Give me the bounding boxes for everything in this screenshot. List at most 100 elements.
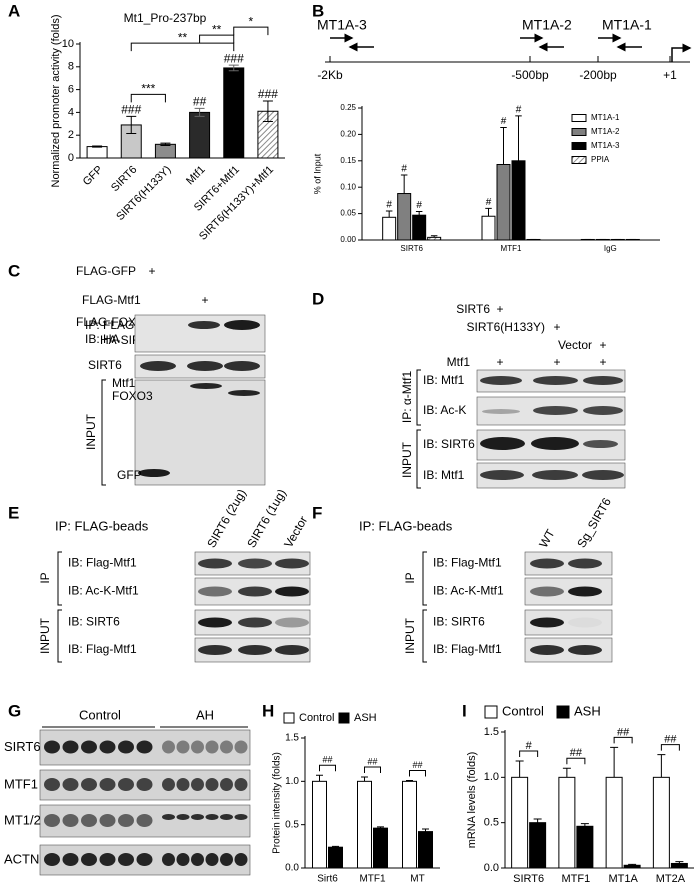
band xyxy=(234,853,248,866)
bar xyxy=(328,846,343,869)
bracket xyxy=(364,766,381,773)
group-bracket xyxy=(101,379,106,486)
significance-mark: # xyxy=(401,164,407,175)
condition-label: FLAG-FOXO3 xyxy=(76,315,152,329)
condition-label: Mtf1 xyxy=(447,355,471,369)
band xyxy=(220,740,233,754)
legend-label: MT1A-2 xyxy=(591,127,620,136)
band xyxy=(275,645,309,655)
lane-label: SIRT6 (2ug) xyxy=(204,487,249,550)
chart-title: Mt1_Pro-237bp xyxy=(124,11,207,25)
band xyxy=(62,853,79,866)
y-tick-label: 1.0 xyxy=(484,771,499,783)
band xyxy=(530,558,564,569)
bar xyxy=(605,776,623,869)
band xyxy=(568,645,602,655)
bracket xyxy=(199,34,235,44)
error-bar xyxy=(92,145,103,148)
legend-swatch xyxy=(571,156,587,164)
band xyxy=(198,645,232,655)
band xyxy=(224,361,260,371)
band xyxy=(136,778,153,791)
bracket-label: ## xyxy=(570,747,583,759)
blot-label: IB: Mtf1 xyxy=(423,373,465,387)
band xyxy=(136,740,153,754)
primer-label: MT1A-1 xyxy=(602,17,652,33)
band xyxy=(480,376,522,385)
group-label: Control xyxy=(79,707,121,722)
blot-label: ACTN xyxy=(4,851,39,866)
lane-mark: + xyxy=(496,355,503,369)
bar xyxy=(357,780,372,869)
bracket-label: ** xyxy=(178,30,188,44)
panel-letter: D xyxy=(312,289,324,308)
y-tick-label: 0.5 xyxy=(285,819,299,830)
band xyxy=(568,618,602,628)
band xyxy=(530,645,564,655)
legend-label: Control xyxy=(299,712,334,724)
band xyxy=(162,778,175,791)
error-bar xyxy=(657,754,666,778)
x-tick-label: MT2A xyxy=(656,873,686,885)
legend-swatch xyxy=(556,705,570,719)
blot-label: IB: Ac-K-Mtf1 xyxy=(433,584,504,598)
band xyxy=(118,814,134,827)
band xyxy=(234,814,248,820)
bar xyxy=(402,780,417,869)
error-bar xyxy=(228,64,239,72)
bracket xyxy=(130,42,235,52)
bracket-label: ** xyxy=(212,22,222,36)
band xyxy=(228,390,260,396)
blot-label: IB: Mtf1 xyxy=(423,468,465,482)
panel-letter: A xyxy=(8,1,20,20)
error-bar xyxy=(332,845,339,848)
group-bracket xyxy=(57,551,62,606)
band xyxy=(176,814,190,820)
bracket xyxy=(566,757,586,765)
band xyxy=(118,853,134,866)
band xyxy=(533,376,578,385)
condition-label: Vector xyxy=(558,338,592,352)
error-bar xyxy=(422,828,429,832)
bar xyxy=(223,67,245,159)
bar xyxy=(189,111,211,159)
blot-label: IB: Flag-Mtf1 xyxy=(68,556,137,570)
x-tick-label: MT xyxy=(410,874,424,885)
y-tick-label: 0.0 xyxy=(285,863,299,874)
legend-label: ASH xyxy=(574,703,601,718)
blot-label: IB: HA xyxy=(85,332,120,346)
band xyxy=(234,740,248,754)
lane-mark: + xyxy=(496,302,503,316)
bar xyxy=(558,776,576,869)
error-bar xyxy=(485,207,492,217)
error-bar xyxy=(361,776,368,782)
significance-mark: # xyxy=(416,200,422,211)
band xyxy=(191,814,204,820)
band xyxy=(205,814,219,820)
lane-mark: + xyxy=(599,355,606,369)
condition-label: FLAG-Mtf1 xyxy=(82,293,141,307)
blot-label: IB: Ac-K xyxy=(423,403,466,417)
band xyxy=(162,853,175,866)
group-bracket xyxy=(57,609,62,663)
band xyxy=(238,586,272,597)
legend-label: Control xyxy=(502,703,544,718)
band xyxy=(238,617,272,628)
error-bar xyxy=(580,823,589,827)
legend-swatch xyxy=(338,712,350,724)
error-bar xyxy=(515,760,524,778)
band xyxy=(99,853,116,866)
legend-swatch xyxy=(283,712,295,724)
panel-letter: E xyxy=(8,503,19,522)
bracket-label: ## xyxy=(664,734,677,746)
panel-letter: H xyxy=(262,701,274,720)
bar xyxy=(496,163,511,241)
position-label: -200bp xyxy=(579,68,617,82)
group-label: IP xyxy=(38,572,52,583)
significance-mark: ## xyxy=(193,95,207,109)
bar xyxy=(670,862,688,869)
band xyxy=(81,778,97,791)
legend-label: PPIA xyxy=(591,155,610,164)
blot-label: GFP xyxy=(117,468,142,482)
